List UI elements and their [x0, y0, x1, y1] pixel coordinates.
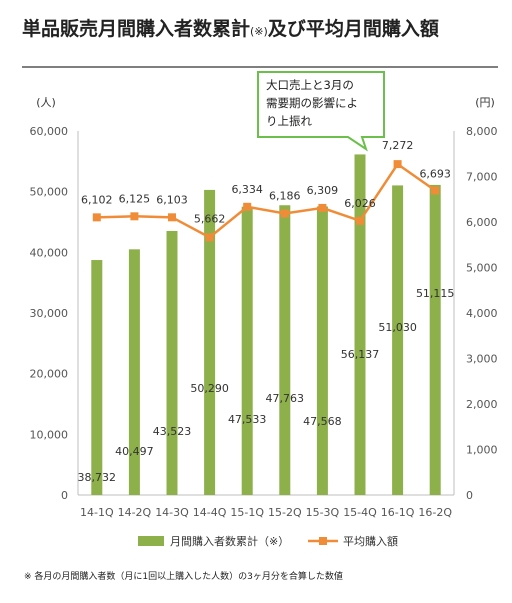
line-data-label: 6,103: [156, 193, 188, 206]
left-axis-tick-label: 20,000: [30, 368, 69, 381]
bar: [204, 189, 216, 495]
right-axis-tick-label: 4,000: [466, 307, 498, 320]
line-data-label: 6,125: [119, 192, 151, 205]
title-rest: 及び平均月間購入額: [267, 18, 439, 40]
bar: [241, 206, 253, 496]
x-axis-tick-label: 14-2Q: [118, 506, 152, 519]
line-point: [130, 212, 139, 221]
bar-data-label: 51,030: [378, 321, 417, 334]
x-axis-tick-label: 15-3Q: [306, 506, 340, 519]
legend-line-label: 平均購入額: [343, 534, 398, 548]
legend-bar-label: 月間購入者数累計（※）: [170, 534, 289, 548]
callout-text-line: 需要期の影響によ: [266, 96, 358, 110]
right-axis-tick-label: 1,000: [466, 444, 498, 457]
bar: [392, 185, 404, 495]
line-point: [243, 202, 252, 211]
left-axis-unit: (人): [36, 96, 56, 109]
line-data-label: 6,186: [269, 190, 301, 203]
left-axis-tick-label: 30,000: [30, 307, 69, 320]
right-axis-unit: (円): [475, 96, 495, 109]
line-point: [280, 209, 289, 218]
left-axis-tick-label: 0: [61, 489, 68, 502]
right-axis-tick-label: 3,000: [466, 353, 498, 366]
x-axis-tick-label: 14-3Q: [155, 506, 189, 519]
left-axis-tick-label: 10,000: [30, 428, 69, 441]
right-axis-tick-label: 5,000: [466, 262, 498, 275]
line-point: [205, 233, 214, 242]
x-axis-tick-label: 15-4Q: [343, 506, 377, 519]
line-data-label: 5,662: [194, 212, 226, 225]
footnote: ※ 各月の月間購入者数（月に1回以上購入した人数）の3ヶ月分を合算した数値: [24, 572, 343, 582]
bar-data-label: 50,290: [190, 382, 229, 395]
x-axis-tick-label: 14-4Q: [193, 506, 227, 519]
left-axis-tick-label: 40,000: [30, 246, 69, 259]
bar: [354, 154, 366, 495]
right-axis-tick-label: 7,000: [466, 171, 498, 184]
bar-data-label: 51,115: [416, 287, 455, 300]
right-axis-tick-label: 6,000: [466, 216, 498, 229]
legend-line-marker: [319, 537, 327, 545]
title-note-mark: (※): [250, 25, 268, 38]
bar-data-label: 43,523: [153, 425, 192, 438]
callout-box: [257, 71, 385, 152]
right-axis-tick-label: 8,000: [466, 125, 498, 138]
bar: [429, 184, 441, 495]
x-axis-tick-label: 16-1Q: [381, 506, 415, 519]
bar: [279, 205, 291, 495]
bar-data-label: 56,137: [341, 348, 380, 361]
callout-text-line: り上振れ: [266, 114, 312, 128]
line-data-label: 6,693: [419, 167, 451, 180]
line-data-label: 6,334: [231, 183, 263, 196]
line-point: [356, 216, 364, 225]
legend-bar-swatch: [138, 536, 164, 546]
line-data-label: 6,026: [344, 197, 376, 210]
right-axis-tick-label: 2,000: [466, 398, 498, 411]
bar: [316, 206, 328, 495]
right-axis-tick-label: 0: [466, 489, 473, 502]
bar-data-label: 40,497: [115, 445, 154, 458]
chart-title: 単品販売月間購入者数累計(※)及び平均月間購入額: [22, 14, 439, 41]
left-axis-tick-label: 60,000: [30, 125, 69, 138]
line-data-label: 7,272: [382, 139, 414, 152]
average-line: [96, 162, 436, 239]
line-point: [431, 186, 440, 195]
bar: [166, 230, 178, 496]
bar-data-label: 47,568: [303, 415, 342, 428]
bar-data-label: 47,763: [266, 392, 305, 405]
bar-data-label: 38,732: [78, 471, 117, 484]
line-point: [92, 213, 101, 222]
line-point: [393, 160, 402, 169]
line-data-label: 6,102: [81, 193, 113, 206]
bar-data-label: 47,533: [228, 413, 267, 426]
bar: [128, 249, 140, 495]
x-axis-tick-label: 14-1Q: [80, 506, 114, 519]
callout-text-line: 大口売上と3月の: [266, 78, 354, 92]
x-axis-tick-label: 16-2Q: [418, 506, 452, 519]
line-data-label: 6,309: [307, 184, 339, 197]
line-point: [318, 203, 327, 212]
title-main: 単品販売月間購入者数累計: [22, 18, 251, 40]
title-divider: [22, 66, 498, 68]
x-axis-tick-label: 15-2Q: [268, 506, 302, 519]
line-point: [168, 213, 176, 222]
x-axis-tick-label: 15-1Q: [230, 506, 264, 519]
left-axis-tick-label: 50,000: [30, 186, 69, 199]
bar: [91, 260, 103, 495]
